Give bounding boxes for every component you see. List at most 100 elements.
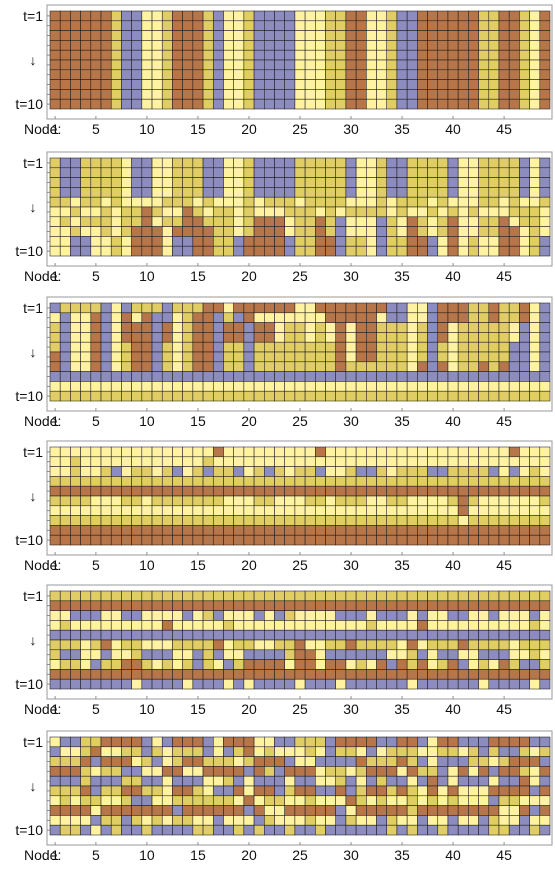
cell-t1-node4	[80, 10, 92, 22]
cell-t1-node14	[182, 590, 194, 602]
cell-t7-node25	[294, 649, 306, 660]
x-tick-label-25: 25	[292, 847, 308, 863]
cell-t2-node32	[366, 456, 377, 467]
cell-t7-node30	[345, 216, 357, 227]
cell-grid	[49, 157, 551, 257]
cell-t10-node38	[427, 824, 439, 836]
cell-t10-node32	[366, 678, 377, 690]
cell-t2-node38	[427, 456, 439, 467]
cell-t2-node33	[376, 456, 388, 467]
cell-t5-node15	[192, 341, 204, 353]
cell-t6-node31	[355, 495, 367, 507]
cell-t7-node24	[284, 361, 296, 372]
cell-t8-node27	[315, 659, 326, 670]
cell-t7-node23	[274, 505, 285, 516]
cell-t7-node26	[304, 69, 316, 80]
cell-t10-node25	[294, 824, 306, 836]
cell-t2-node42	[468, 456, 479, 467]
cell-t1-node43	[478, 590, 490, 602]
cell-t10-node38	[427, 245, 439, 257]
x-tick-label-20: 20	[241, 413, 257, 429]
cell-t2-node12	[161, 312, 173, 323]
cell-t3-node25	[294, 322, 306, 333]
cell-t3-node49	[539, 322, 551, 333]
cell-t10-node44	[488, 824, 500, 836]
cell-t8-node41	[457, 226, 469, 237]
cell-t1-node39	[437, 590, 449, 602]
cell-t7-node35	[396, 69, 408, 80]
cell-t1-node40	[447, 157, 459, 169]
cell-t3-node37	[417, 466, 428, 477]
cell-t9-node20	[243, 815, 255, 826]
cell-t6-node44	[488, 495, 500, 507]
cell-t4-node7	[110, 476, 122, 487]
cell-t6-node6	[100, 785, 112, 797]
cell-t4-node8	[121, 620, 132, 631]
cell-t3-node28	[325, 322, 336, 333]
cell-t4-node9	[131, 332, 143, 343]
cell-t4-node10	[141, 766, 153, 777]
cell-t4-node49	[539, 476, 551, 487]
cell-t8-node3	[70, 805, 81, 816]
cell-t7-node40	[447, 795, 459, 806]
cell-t8-node4	[80, 659, 92, 670]
cell-t6-node32	[366, 639, 377, 651]
cell-t6-node12	[161, 351, 173, 363]
x-tick-label-40: 40	[445, 847, 461, 863]
cell-t9-node14	[182, 815, 194, 826]
cell-t10-node12	[161, 678, 173, 690]
cell-t3-node6	[100, 610, 112, 621]
cell-t1-node8	[121, 302, 132, 314]
cell-t8-node37	[417, 659, 428, 670]
cell-t1-node4	[80, 590, 92, 602]
cell-t9-node26	[304, 669, 316, 680]
cell-t10-node15	[192, 98, 204, 110]
cell-t1-node18	[223, 10, 234, 22]
cell-t7-node22	[264, 361, 275, 372]
cell-t7-node19	[233, 216, 245, 227]
cell-t9-node30	[345, 381, 357, 392]
cell-t10-node9	[131, 390, 143, 402]
cell-t7-node19	[233, 795, 245, 806]
cell-t5-node8	[121, 49, 132, 61]
cell-t9-node40	[447, 381, 459, 392]
cell-t6-node22	[264, 495, 275, 507]
cell-t1-node8	[121, 10, 132, 22]
cell-t8-node15	[192, 371, 204, 382]
cell-t10-node44	[488, 98, 500, 110]
x-tick-label-10: 10	[139, 121, 155, 137]
cell-t10-node14	[182, 98, 194, 110]
cell-t7-node27	[315, 69, 326, 80]
cell-t5-node42	[468, 196, 479, 208]
cell-t10-node35	[396, 534, 408, 546]
cell-t5-node1	[49, 629, 61, 641]
cell-t6-node1	[49, 785, 61, 797]
cell-t4-node3	[70, 332, 81, 343]
cell-t10-node22	[264, 678, 275, 690]
cell-t8-node12	[161, 79, 173, 90]
cell-t9-node19	[233, 669, 245, 680]
cell-t2-node35	[396, 167, 408, 178]
cell-t3-node5	[90, 30, 102, 41]
cell-t6-node35	[396, 206, 408, 218]
cell-t3-node23	[274, 466, 285, 477]
cell-t1-node23	[274, 10, 285, 22]
cell-t3-node45	[498, 177, 510, 188]
cell-t4-node4	[80, 40, 92, 51]
cell-t1-node20	[243, 10, 255, 22]
cell-t4-node43	[478, 40, 490, 51]
cell-t2-node27	[315, 600, 326, 611]
cell-t9-node25	[294, 815, 306, 826]
cell-t9-node44	[488, 236, 500, 247]
cell-t4-node34	[386, 332, 398, 343]
cell-t4-node33	[376, 187, 388, 198]
cell-t5-node1	[49, 775, 61, 787]
cell-t1-node29	[335, 157, 347, 169]
cell-t3-node37	[417, 610, 428, 621]
cell-t7-node12	[161, 505, 173, 516]
cell-t10-node20	[243, 98, 255, 110]
cell-t10-node43	[478, 824, 490, 836]
cell-t1-node43	[478, 10, 490, 22]
cell-t1-node31	[355, 302, 367, 314]
cell-t7-node25	[294, 361, 306, 372]
